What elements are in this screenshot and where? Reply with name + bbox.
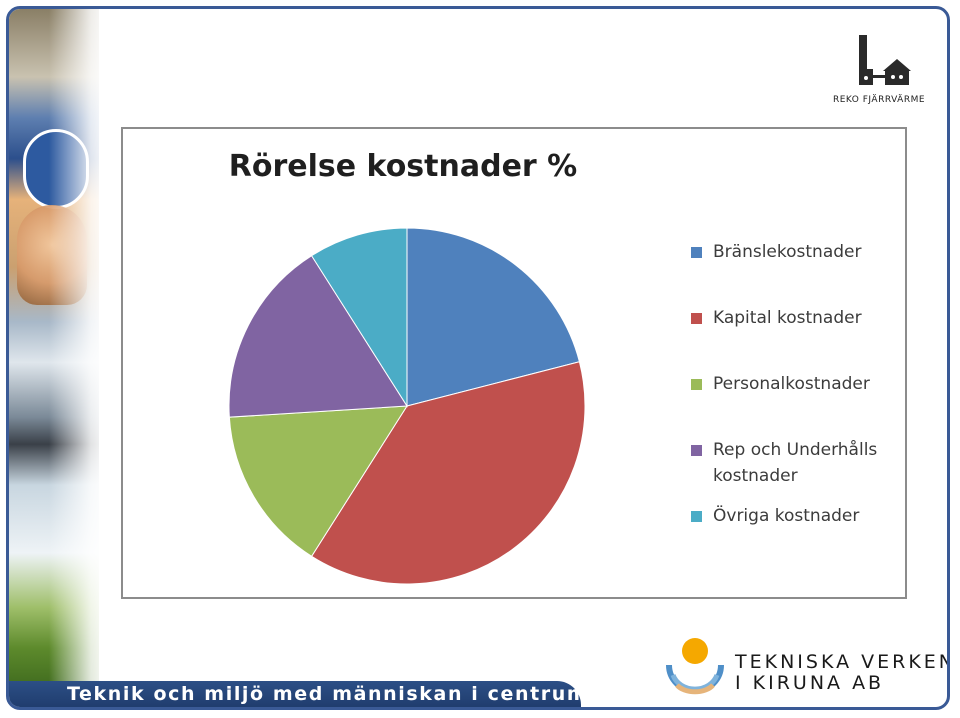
legend-item-kapital-kostnader: Kapital kostnader (691, 305, 901, 371)
legend-swatch (691, 379, 702, 390)
legend-swatch (691, 511, 702, 522)
slide: REKO FJÄRRVÄRME Rörelse kostnader % Brän… (6, 6, 950, 710)
pie-slice-kapital-kostnader (310, 361, 586, 585)
pie-slice-rep-och-underhalls-kostnader (228, 255, 408, 418)
company-name-line2: I KIRUNA AB (735, 672, 885, 694)
legend-label: Bränslekostnader (713, 242, 862, 262)
legend-label: Rep och Underhålls kostnader (713, 440, 878, 486)
pie-slice-branslekostnader (406, 227, 581, 407)
chart-container: Rörelse kostnader % Bränslekostnader Kapi… (121, 127, 907, 599)
company-name-line1: TEKNISKA VERKEN (735, 651, 950, 673)
photo-fade-overlay (49, 9, 109, 689)
legend-item-personalkostnader: Personalkostnader (691, 371, 901, 437)
legend-label: Personalkostnader (713, 374, 870, 394)
pie-chart (228, 227, 586, 585)
legend-swatch (691, 313, 702, 324)
footer-slogan: Teknik och miljö med människan i centrum (67, 683, 589, 705)
legend-item-rep-och-underhalls-kostnader: Rep och Underhålls kostnader (691, 437, 901, 503)
legend-label: Övriga kostnader (713, 506, 860, 526)
chart-title: Rörelse kostnader % (228, 149, 578, 184)
footer-bar: Teknik och miljö med människan i centrum (9, 681, 587, 707)
legend-swatch (691, 445, 702, 456)
legend-item-branslekostnader: Bränslekostnader (691, 239, 901, 305)
tekniska-verken-logo-icon (666, 638, 724, 695)
legend-swatch (691, 247, 702, 258)
reko-logo-text: REKO FJÄRRVÄRME (832, 95, 926, 105)
legend-item-ovriga-kostnader: Övriga kostnader (691, 503, 901, 569)
reko-logo: REKO FJÄRRVÄRME (827, 31, 931, 115)
legend-label: Kapital kostnader (713, 308, 862, 328)
chart-legend: Bränslekostnader Kapital kostnader Persona… (691, 239, 901, 569)
pie-slice-personalkostnader (228, 405, 408, 557)
reko-house-icon (859, 35, 911, 85)
pie-slice-ovriga-kostnader (310, 227, 408, 408)
